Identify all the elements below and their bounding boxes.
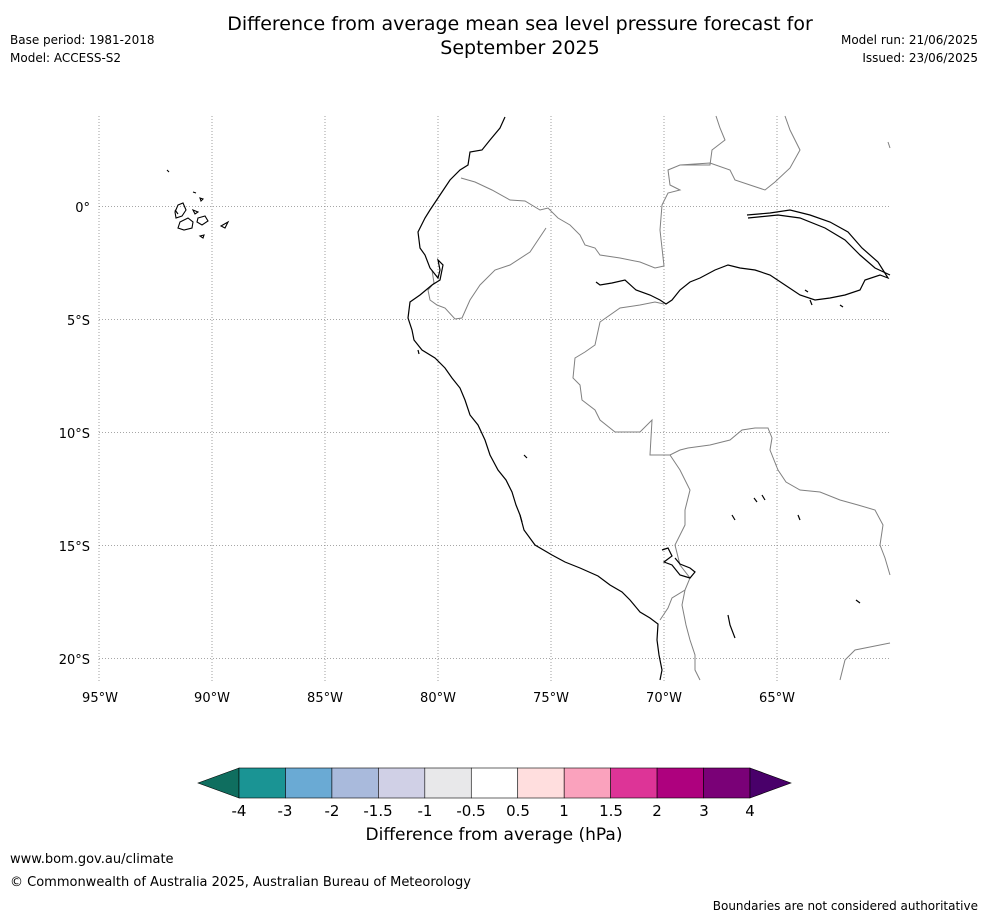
island-santa-cruz bbox=[196, 215, 209, 226]
issued-date: Issued: 23/06/2025 bbox=[862, 51, 978, 65]
lon-labels: 95°W 90°W 85°W 80°W 75°W 70°W 65°W bbox=[82, 691, 795, 706]
river-piece-6 bbox=[523, 454, 528, 459]
coast-small-2 bbox=[519, 514, 523, 523]
coast-pacific bbox=[407, 116, 663, 681]
river-amazon-upper bbox=[747, 214, 891, 276]
cb-tick-1: -3 bbox=[278, 802, 293, 820]
cb-tick-3: -1.5 bbox=[363, 802, 392, 820]
river-piece-10 bbox=[417, 349, 420, 355]
colorbar-cells bbox=[238, 767, 751, 799]
colorbar-over-arrow bbox=[749, 767, 792, 799]
river-piece-8 bbox=[839, 304, 844, 308]
river-piece-9 bbox=[804, 289, 809, 293]
colorbar-cell bbox=[331, 767, 379, 799]
lat-label-15s: 15°S bbox=[59, 540, 90, 555]
coast-small-1 bbox=[727, 614, 736, 639]
lon-label-80w: 80°W bbox=[420, 691, 456, 706]
title-line-1: Difference from average mean sea level p… bbox=[227, 13, 813, 35]
border-peru-colombia-brazil bbox=[572, 301, 891, 576]
cb-tick-6: 0.5 bbox=[506, 802, 530, 820]
border-peru-bolivia bbox=[659, 454, 691, 621]
border-ecuador-peru bbox=[427, 227, 547, 320]
cb-tick-9: 2 bbox=[652, 802, 662, 820]
island-isabela bbox=[174, 202, 187, 219]
border-bolivia-chile bbox=[681, 589, 701, 681]
border-bolivia-paraguay bbox=[839, 642, 891, 681]
island-genovesa bbox=[192, 191, 197, 194]
colorbar-tick-labels: -4 -3 -2 -1.5 -1 -0.5 0.5 1 1.5 2 3 4 bbox=[232, 802, 755, 820]
base-period: Base period: 1981-2018 bbox=[10, 33, 155, 47]
border-guyana bbox=[887, 141, 891, 149]
island-marchena bbox=[199, 197, 205, 203]
island-san-cristobal bbox=[219, 220, 230, 229]
cb-tick-2: -2 bbox=[325, 802, 340, 820]
meta-left: Base period: 1981-2018 Model: ACCESS-S2 bbox=[10, 31, 155, 67]
country-borders bbox=[427, 115, 891, 681]
island-floreana bbox=[198, 234, 205, 239]
footer-url[interactable]: www.bom.gov.au/climate bbox=[10, 852, 174, 867]
colorbar-cell bbox=[285, 767, 333, 799]
footer-copyright: © Commonwealth of Australia 2025, Austra… bbox=[10, 875, 471, 890]
colorbar-cell bbox=[238, 767, 286, 799]
lon-label-95w: 95°W bbox=[82, 691, 118, 706]
river-piece-3 bbox=[731, 514, 736, 521]
border-venezuela-brazil bbox=[679, 115, 801, 191]
river-piece-5 bbox=[855, 599, 861, 604]
footer-disclaimer: Boundaries are not considered authoritat… bbox=[712, 899, 978, 913]
meta-right: Model run: 21/06/2025 Issued: 23/06/2025 bbox=[841, 31, 978, 67]
colorbar-cell bbox=[424, 767, 472, 799]
colorbar bbox=[197, 767, 792, 799]
map-gridlines bbox=[98, 116, 890, 681]
cb-tick-8: 1.5 bbox=[599, 802, 623, 820]
colorbar-cell bbox=[610, 767, 658, 799]
river-piece-2 bbox=[761, 494, 766, 501]
coastlines bbox=[407, 116, 891, 681]
colorbar-cell bbox=[517, 767, 565, 799]
lat-labels: 0° 5°S 10°S 15°S 20°S bbox=[59, 201, 90, 668]
colorbar-title: Difference from average (hPa) bbox=[365, 825, 623, 845]
lake-titicaca bbox=[661, 547, 696, 579]
lon-label-75w: 75°W bbox=[533, 691, 569, 706]
cb-tick-7: 1 bbox=[559, 802, 569, 820]
chart-title: Difference from average mean sea level p… bbox=[0, 12, 988, 60]
colorbar-cell bbox=[563, 767, 611, 799]
lat-label-20s: 20°S bbox=[59, 653, 90, 668]
cb-tick-10: 3 bbox=[699, 802, 709, 820]
lat-label-0: 0° bbox=[75, 201, 90, 216]
cb-tick-0: -4 bbox=[232, 802, 247, 820]
border-colombia-ecuador bbox=[460, 177, 665, 269]
river-piece-4 bbox=[797, 514, 801, 521]
model-run: Model run: 21/06/2025 bbox=[840, 33, 978, 47]
river-amazon bbox=[595, 209, 890, 305]
galapagos-islands bbox=[166, 169, 230, 239]
lon-label-65w: 65°W bbox=[759, 691, 795, 706]
river-piece-1 bbox=[753, 497, 758, 503]
lon-label-70w: 70°W bbox=[646, 691, 682, 706]
lon-label-85w: 85°W bbox=[307, 691, 343, 706]
lat-label-10s: 10°S bbox=[59, 427, 90, 442]
colorbar-cell bbox=[470, 767, 519, 799]
title-line-2: September 2025 bbox=[440, 37, 600, 59]
lon-label-90w: 90°W bbox=[194, 691, 230, 706]
island-santiago bbox=[191, 208, 200, 215]
island-pinta bbox=[166, 169, 170, 173]
model-name: Model: ACCESS-S2 bbox=[10, 51, 122, 65]
cb-tick-11: 4 bbox=[745, 802, 755, 820]
island-isabela-south bbox=[177, 217, 194, 231]
lat-label-5s: 5°S bbox=[67, 314, 90, 329]
colorbar-cell bbox=[656, 767, 704, 799]
border-colombia-venezuela bbox=[659, 115, 726, 267]
island-fernandina bbox=[174, 209, 179, 215]
cb-tick-5: -0.5 bbox=[456, 802, 485, 820]
colorbar-cell bbox=[703, 767, 751, 799]
colorbar-under-arrow bbox=[197, 767, 240, 799]
colorbar-cell bbox=[378, 767, 426, 799]
cb-tick-4: -1 bbox=[418, 802, 433, 820]
river-piece-7 bbox=[809, 299, 813, 306]
